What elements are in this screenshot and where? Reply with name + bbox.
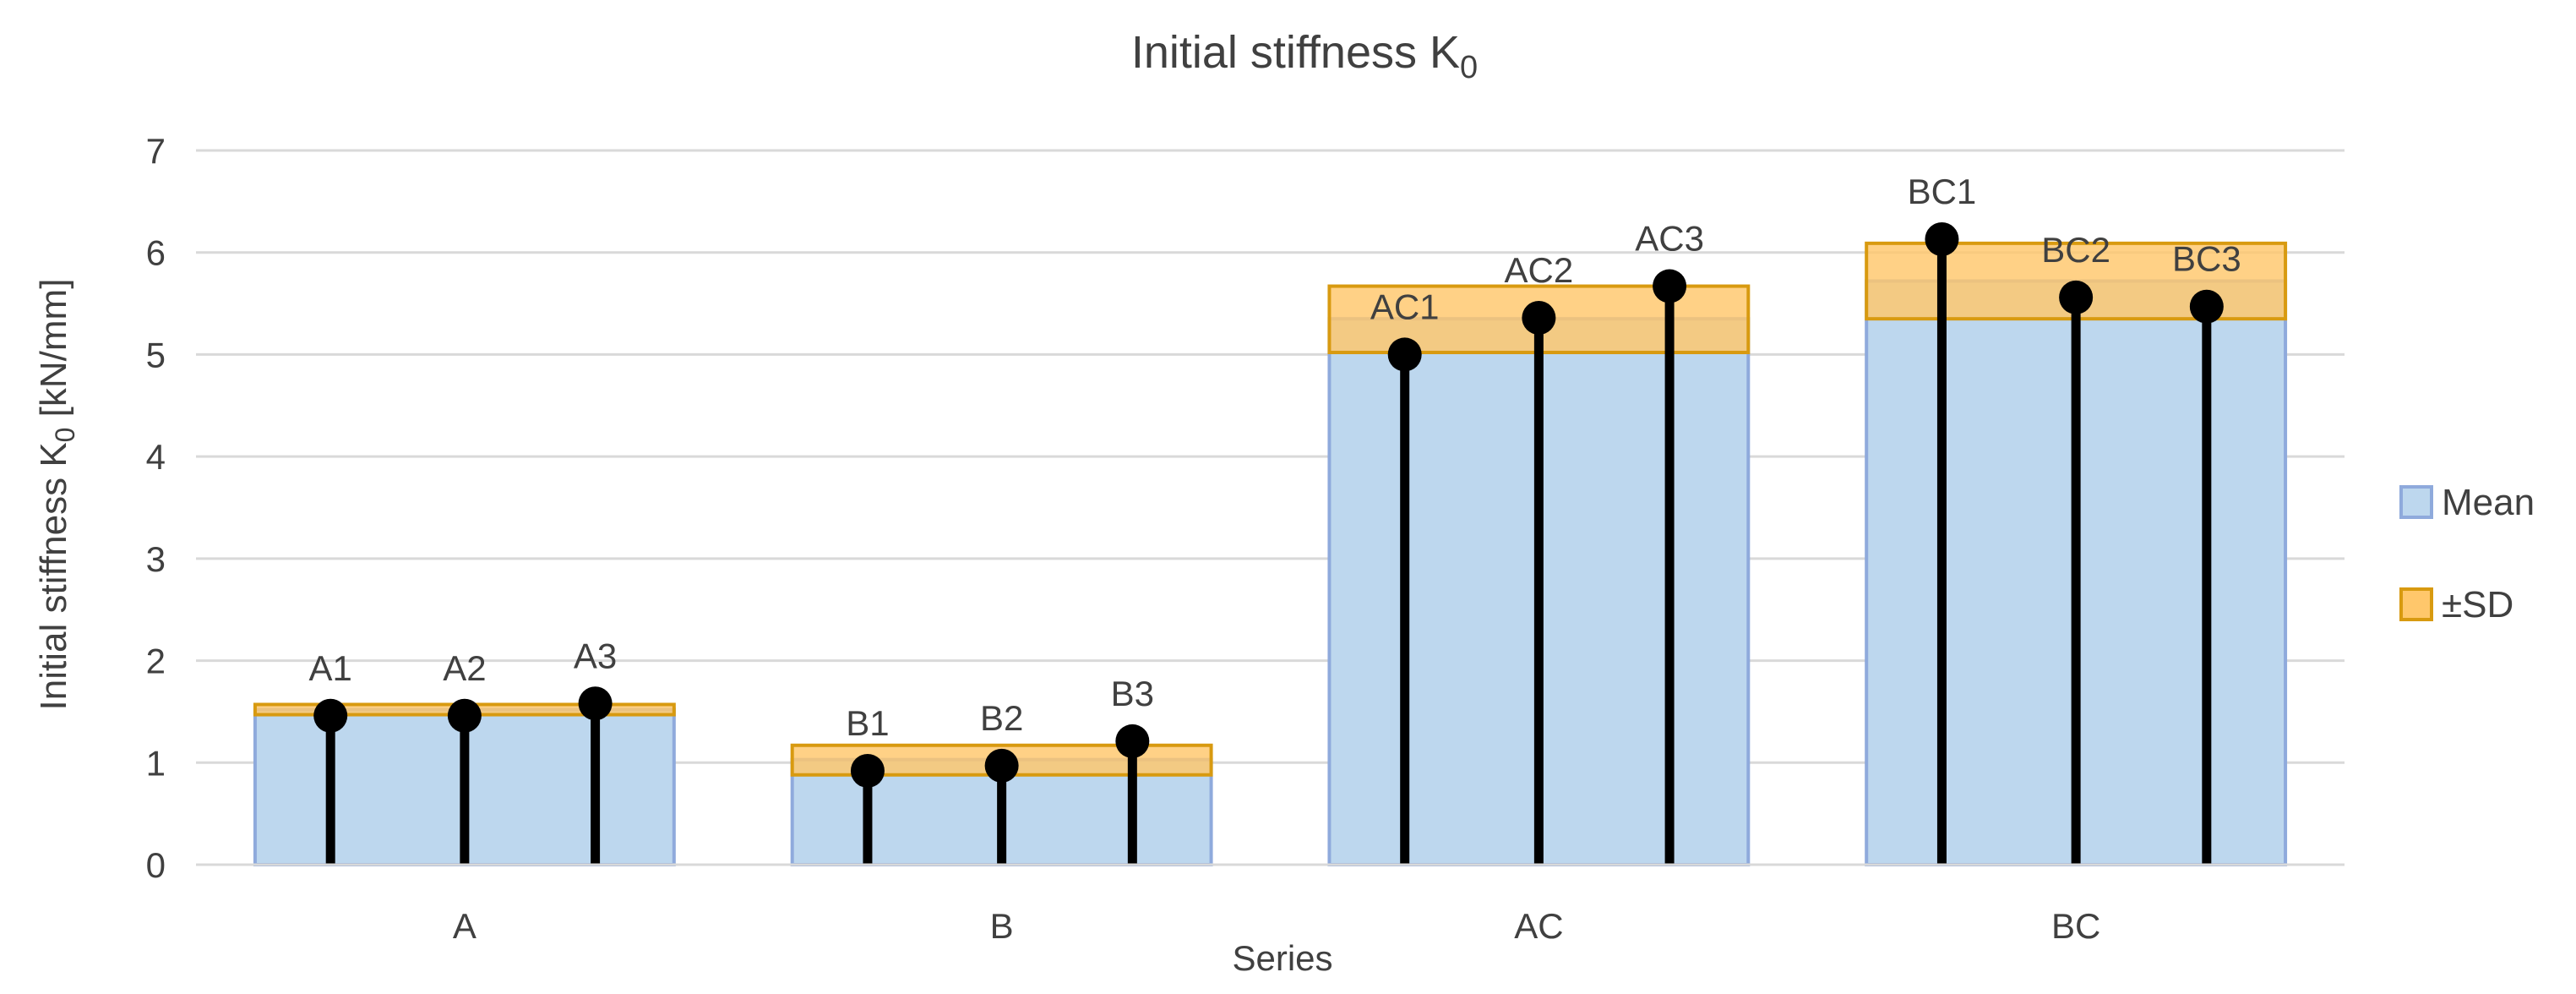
specimen-marker [1925,222,1959,257]
specimen-marker [984,748,1019,783]
legend-label-sd: ±SD [2442,584,2513,625]
specimen-label: AC3 [1635,219,1704,259]
specimen-marker [2059,280,2094,314]
y-tick-label: 0 [146,845,166,885]
y-tick-label: 6 [146,233,166,273]
specimen-label: BC1 [1908,172,1977,211]
y-axis-label-unit: [kN/mm] [33,279,74,428]
specimen-label: B1 [846,703,889,743]
specimen-marker [1653,269,1687,303]
x-axis-label: Series [1232,938,1332,978]
specimen-label: AC1 [1370,287,1440,326]
specimen-label: BC2 [2041,230,2110,270]
x-tick-label: B [990,906,1014,946]
specimen-marker [313,698,348,733]
x-tick-label: A [453,906,477,946]
y-tick-label: 5 [146,335,166,374]
y-axis-label-subscript: 0 [50,428,80,443]
y-tick-label: 2 [146,642,166,681]
specimen-marker [2189,289,2224,324]
chart-title-subscript: 0 [1460,50,1478,85]
specimen-marker [1115,724,1150,758]
y-tick-label: 4 [146,437,166,477]
specimen-marker [850,753,885,788]
y-axis-label: Initial stiffness K0 [kN/mm] [33,279,80,711]
y-tick-label: 7 [146,131,166,171]
legend-label-mean: Mean [2442,482,2535,523]
specimen-label: BC3 [2172,239,2241,279]
legend-swatch-sd [2399,587,2433,621]
specimen-label: A3 [574,636,617,675]
y-tick-label: 3 [146,539,166,579]
legend: Mean ±SD [2399,482,2535,625]
y-tick-label: 1 [146,743,166,783]
specimen-label: A1 [309,648,352,688]
specimen-marker [1522,300,1556,335]
legend-swatch-mean [2399,485,2433,519]
specimen-label: B3 [1111,674,1154,713]
specimen-marker [1387,337,1422,372]
chart-title: Initial stiffness K0 [1131,27,1478,85]
x-tick-label: AC [1514,906,1563,946]
specimen-label: AC2 [1505,250,1574,290]
specimen-marker [447,698,482,733]
specimen-label: B2 [980,698,1023,738]
specimen-marker [578,686,613,721]
x-tick-label: BC [2051,906,2100,946]
specimen-label: A2 [443,648,486,688]
